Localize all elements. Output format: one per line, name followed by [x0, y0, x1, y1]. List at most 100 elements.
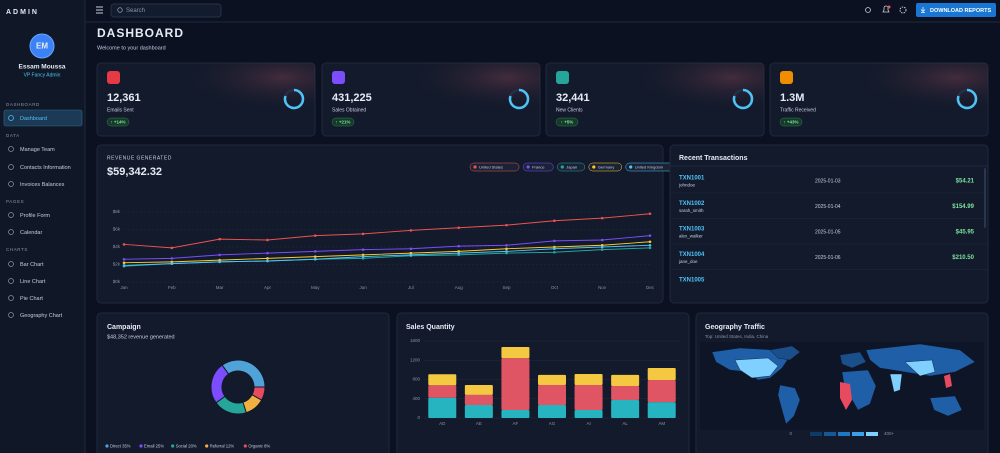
- nav-item: Profile Form: [20, 213, 50, 219]
- stat-change: ↑ +5%: [561, 120, 574, 125]
- menu-lines: [96, 6, 103, 14]
- bar-segment: [501, 358, 530, 411]
- notification-icon[interactable]: [882, 5, 890, 13]
- legend-category: Referral: [210, 443, 225, 448]
- stat-change: ↑ +43%: [783, 120, 798, 125]
- legend-value: 20%: [188, 443, 197, 448]
- bar-segment: [611, 385, 640, 400]
- line-point: [553, 239, 556, 243]
- line-series: [123, 213, 651, 249]
- legend-dot: [526, 165, 530, 169]
- sidebar-section-title: PAGES: [6, 199, 24, 204]
- x-tick-label: AI: [586, 421, 590, 426]
- sidebar-section-title: DASHBOARD: [6, 102, 40, 107]
- geo-subtitle: Top: United States, India, China: [705, 334, 769, 339]
- bar-segment: [538, 374, 566, 386]
- country: [865, 343, 976, 377]
- x-tick-label: Apr: [264, 285, 272, 290]
- stat-label: Traffic Received: [780, 107, 816, 113]
- theme-icon[interactable]: [865, 7, 871, 13]
- txn-id: TXN1001: [679, 176, 705, 182]
- stat-change: ↑ +21%: [335, 120, 350, 125]
- txn-id: TXN1004: [679, 252, 705, 258]
- legend-label: United States: [479, 164, 503, 169]
- nav-item: Geography Chart: [20, 313, 63, 319]
- y-tick-label: 1600: [410, 338, 421, 343]
- legend-category: Email: [144, 443, 155, 448]
- y-tick-label: 400: [412, 396, 420, 401]
- txn-date: 2025-01-06: [815, 255, 841, 261]
- x-tick-label: Aug: [455, 285, 464, 290]
- geo-legend-swatch: [824, 432, 836, 436]
- txn-amount: $54.21: [956, 179, 975, 185]
- txn-date: 2025-01-05: [815, 229, 841, 235]
- stat-badge: [779, 117, 803, 127]
- txn-amount: $45.95: [956, 230, 975, 236]
- line-point: [553, 219, 556, 223]
- search-box[interactable]: [110, 3, 222, 18]
- nav-icon: [8, 181, 14, 187]
- menu-icon[interactable]: [96, 6, 103, 14]
- legend-pill[interactable]: [557, 162, 586, 172]
- line-series: [123, 241, 651, 264]
- search-icon: [117, 7, 123, 13]
- stat-ring: [732, 88, 754, 110]
- x-tick-label: May: [311, 285, 320, 290]
- legend-label: United Kingdom: [635, 164, 664, 169]
- stat-badge: [331, 117, 355, 127]
- nav-icon: [8, 229, 14, 235]
- legend-dot: [105, 444, 109, 448]
- x-tick-label: Mar: [216, 285, 224, 290]
- bar-segment: [428, 385, 457, 398]
- user-name: Essam Moussa: [19, 64, 66, 71]
- line-point: [600, 238, 604, 242]
- x-tick-label: Nov: [598, 285, 607, 290]
- download-icon: [920, 7, 926, 13]
- nav-item: Line Chart: [20, 279, 46, 285]
- legend-value: 12%: [226, 443, 235, 448]
- bar-segment: [464, 385, 493, 395]
- legend-dot: [171, 444, 175, 448]
- line-point: [361, 248, 365, 251]
- legend-pill[interactable]: [469, 162, 520, 172]
- download-button[interactable]: [916, 3, 996, 17]
- line-point: [600, 216, 604, 220]
- country: [944, 374, 952, 388]
- geo-legend-min: 0: [789, 431, 792, 436]
- stat-card-glow: [322, 63, 540, 136]
- legend-label: Direct 35%: [110, 443, 131, 448]
- stat-label: Emails Sent: [107, 107, 134, 113]
- stat-change: ↑ +14%: [110, 120, 125, 125]
- txn-date: 2025-01-03: [815, 178, 841, 184]
- line-point: [648, 212, 652, 216]
- settings-icon[interactable]: [899, 6, 907, 14]
- transactions-panel: [669, 144, 989, 304]
- x-tick-label: Jun: [359, 285, 367, 290]
- line-series: [123, 244, 651, 266]
- country: [889, 373, 903, 393]
- y-tick-label: 0: [417, 415, 420, 420]
- x-tick-label: Jan: [120, 285, 128, 290]
- txn-user: sarah_smith: [679, 208, 704, 213]
- legend-pill[interactable]: [588, 162, 622, 172]
- country: [904, 359, 936, 377]
- x-tick-label: Oct: [551, 285, 559, 290]
- geo-legend-max: 400+: [884, 431, 895, 436]
- nav-item: Bar Chart: [20, 262, 44, 268]
- line-point: [218, 237, 221, 241]
- nav-item: Calendar: [20, 230, 42, 236]
- y-tick-label: $0k: [113, 279, 121, 284]
- line-point: [266, 257, 269, 260]
- legend-pill[interactable]: [522, 162, 554, 172]
- x-tick-label: Jul: [408, 285, 414, 290]
- x-tick-label: AL: [622, 421, 628, 426]
- line-point: [409, 253, 413, 257]
- legend-value: 8%: [264, 443, 270, 448]
- line-point: [361, 255, 365, 258]
- country: [840, 382, 852, 410]
- chart-title: REVENUE GENERATED: [107, 155, 172, 161]
- chart-subtitle: $48,352 revenue generated: [107, 334, 175, 340]
- page-title: DASHBOARD: [97, 26, 184, 40]
- line-point: [505, 247, 508, 251]
- line-point: [648, 240, 652, 244]
